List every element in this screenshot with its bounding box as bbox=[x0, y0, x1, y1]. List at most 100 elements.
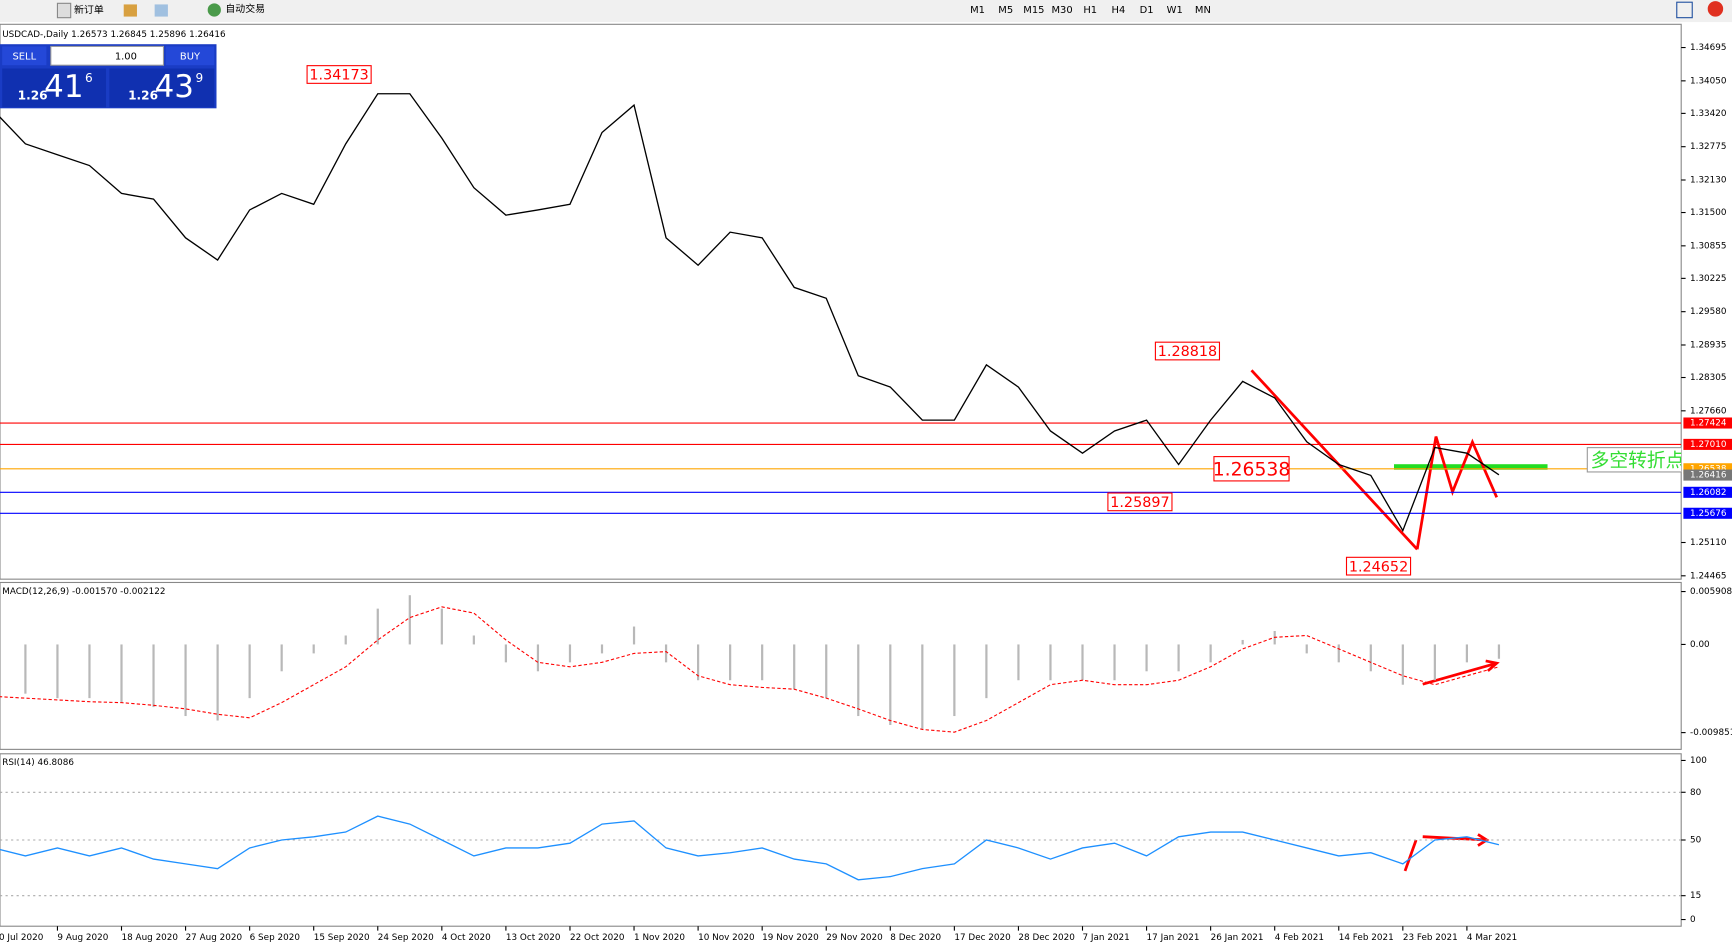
timeframe[interactable]: H1 bbox=[1083, 5, 1097, 16]
macd-bar bbox=[664, 644, 668, 663]
chart-title: RSI(14) 46.8086 bbox=[2, 758, 74, 768]
y-tick-label: 0.00 bbox=[1690, 640, 1710, 650]
main-chart: USDCAD-,Daily 1.26573 1.26845 1.25896 1.… bbox=[0, 30, 1682, 576]
x-tick-label: 7 Jan 2021 bbox=[1083, 933, 1130, 943]
price-line bbox=[0, 815, 1500, 881]
timeframes: M1 M5 M15 M30 H1 H4 D1 W1 MN bbox=[970, 5, 1211, 16]
macd-bar bbox=[921, 644, 924, 730]
main-panel bbox=[0, 23, 1682, 580]
macd-bar bbox=[88, 644, 91, 699]
y-tick-label: 1.30855 bbox=[1690, 241, 1727, 251]
buy-button[interactable] bbox=[165, 46, 215, 66]
x-tick-label: 23 Feb 2021 bbox=[1403, 933, 1458, 943]
timeframe[interactable]: M15 bbox=[1023, 5, 1044, 16]
y-tick-label: 1.29580 bbox=[1690, 307, 1727, 317]
level-box bbox=[1683, 438, 1732, 450]
x-tick-label: 28 Dec 2020 bbox=[1018, 933, 1075, 943]
level-label: 1.27424 bbox=[1690, 419, 1727, 429]
y-tick-label: 1.34050 bbox=[1690, 76, 1727, 86]
x-tick-label: 17 Dec 2020 bbox=[954, 933, 1011, 943]
auto-trading[interactable]: 自动交易 bbox=[225, 2, 265, 15]
icon[interactable] bbox=[207, 3, 221, 17]
new-order[interactable]: 新订单 bbox=[74, 3, 104, 16]
macd-bar bbox=[600, 644, 604, 654]
macd-bar bbox=[184, 644, 187, 717]
macd-bar bbox=[825, 644, 828, 699]
macd-bar bbox=[729, 644, 732, 681]
overlay-box bbox=[1586, 447, 1682, 473]
macd-bar bbox=[1241, 639, 1244, 645]
x-tick-label: 13 Oct 2020 bbox=[506, 933, 561, 943]
sell-button[interactable] bbox=[2, 46, 47, 66]
sell-label: SELL bbox=[12, 51, 36, 62]
ask-box[interactable] bbox=[109, 68, 215, 108]
icon[interactable] bbox=[56, 2, 72, 19]
timeframe[interactable]: W1 bbox=[1167, 5, 1183, 16]
y-tick-label: 1.32130 bbox=[1690, 175, 1727, 185]
macd-panel bbox=[0, 581, 1682, 750]
bid-big: 41 bbox=[44, 69, 83, 105]
icon[interactable] bbox=[123, 4, 137, 17]
macd-bar bbox=[312, 644, 315, 654]
rsi-chart: RSI(14) 46.8086 bbox=[0, 758, 1682, 897]
macd-bar bbox=[1113, 644, 1116, 681]
x-tick-label: 10 Nov 2020 bbox=[698, 933, 755, 943]
y-tick-label: 1.28935 bbox=[1690, 340, 1727, 350]
macd-bar bbox=[1369, 644, 1372, 672]
macd-bar bbox=[120, 644, 123, 703]
search-icon[interactable] bbox=[1676, 1, 1693, 19]
macd-bar bbox=[280, 644, 283, 672]
bid-small: 6 bbox=[85, 71, 93, 85]
macd-bar bbox=[953, 644, 956, 717]
macd-bar bbox=[696, 644, 700, 681]
axes: 1.34695 1.34050 1.33420 1.32775 1.32130 1.315… bbox=[0, 43, 1732, 943]
y-tick-label: 0 bbox=[1690, 915, 1696, 925]
y-tick-label: 80 bbox=[1690, 788, 1702, 798]
chart-title: USDCAD-,Daily 1.26573 1.26845 1.25896 1.… bbox=[2, 30, 226, 40]
bid-box[interactable] bbox=[2, 68, 107, 108]
ask-small: 9 bbox=[196, 71, 204, 85]
macd-bar bbox=[761, 644, 764, 681]
x-tick-label: 8 Dec 2020 bbox=[890, 933, 941, 943]
macd-bar bbox=[1177, 644, 1180, 672]
notification[interactable] bbox=[1707, 1, 1724, 17]
x-tick-label: 4 Mar 2021 bbox=[1467, 933, 1517, 943]
timeframe[interactable]: M5 bbox=[998, 5, 1013, 16]
level-box bbox=[1683, 417, 1732, 429]
price-line bbox=[0, 93, 1500, 533]
volume-input[interactable] bbox=[50, 45, 165, 66]
annotation: 1.28818 bbox=[1158, 344, 1217, 360]
buy-label: BUY bbox=[180, 51, 201, 62]
annotation-box bbox=[1107, 492, 1173, 512]
x-tick-label: 4 Feb 2021 bbox=[1275, 933, 1324, 943]
timeframe[interactable]: H4 bbox=[1112, 5, 1126, 16]
macd-bar bbox=[1305, 644, 1308, 654]
macd-bar bbox=[1337, 644, 1340, 663]
macd-bar bbox=[56, 644, 59, 699]
last-price-label: 1.26416 bbox=[1690, 471, 1727, 481]
icon[interactable] bbox=[154, 4, 168, 17]
level-box bbox=[1683, 463, 1732, 475]
timeframe[interactable]: MN bbox=[1195, 5, 1211, 16]
x-tick-label: 26 Jan 2021 bbox=[1211, 933, 1264, 943]
timeframe[interactable]: M1 bbox=[970, 5, 985, 16]
timeframe[interactable]: M30 bbox=[1051, 5, 1072, 16]
y-tick-label: 15 bbox=[1690, 891, 1701, 901]
y-tick-label: 100 bbox=[1690, 756, 1707, 766]
x-tick-label: 18 Aug 2020 bbox=[122, 933, 179, 943]
macd-bar bbox=[1017, 644, 1020, 681]
bid-prefix: 1.26 bbox=[18, 89, 48, 103]
macd-bar bbox=[1209, 644, 1212, 663]
y-tick-label: 1.32775 bbox=[1690, 142, 1727, 152]
x-tick-label: 17 Jan 2021 bbox=[1147, 933, 1200, 943]
level-box bbox=[1683, 486, 1732, 498]
y-tick-label: -0.009851 bbox=[1690, 728, 1732, 738]
timeframe[interactable]: D1 bbox=[1140, 5, 1154, 16]
x-tick-label: 19 Nov 2020 bbox=[762, 933, 819, 943]
macd-bar bbox=[1049, 644, 1052, 681]
macd-chart: MACD(12,26,9) -0.001570 -0.002122 bbox=[0, 587, 1501, 733]
level-label: 1.26082 bbox=[1690, 488, 1727, 498]
macd-bar bbox=[632, 626, 636, 645]
macd-bar bbox=[1145, 644, 1148, 672]
